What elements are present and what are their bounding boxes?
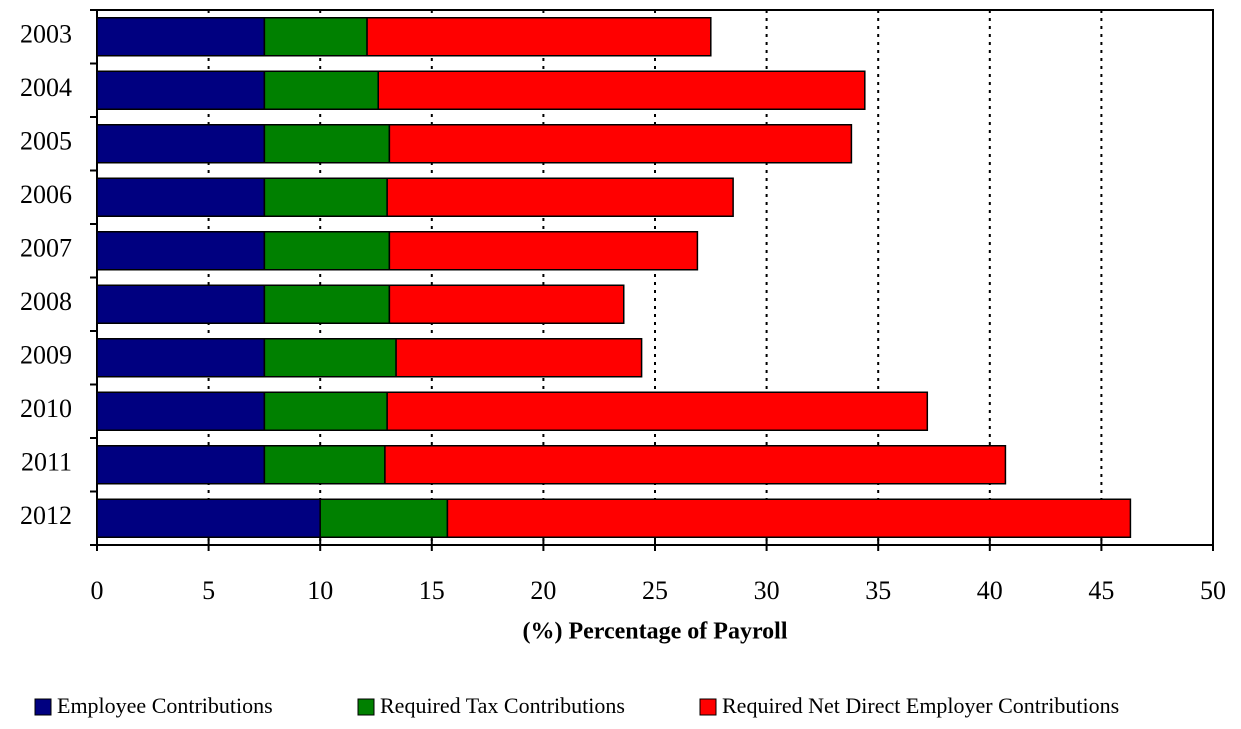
- bar-segment: [96, 338, 266, 378]
- legend-swatch: [357, 698, 375, 716]
- x-tick-label: 35: [865, 576, 891, 605]
- legend-swatch: [699, 698, 717, 716]
- bar-segment: [263, 445, 386, 485]
- bar-segment: [263, 391, 388, 431]
- y-tick-label: 2003: [20, 20, 72, 49]
- x-tick-label: 30: [754, 576, 780, 605]
- x-tick-label: 45: [1088, 576, 1114, 605]
- bar-segment: [366, 17, 712, 57]
- bar-segment: [96, 284, 266, 324]
- bar-segment: [96, 177, 266, 217]
- x-tick-label: 5: [202, 576, 215, 605]
- y-tick-label: 2009: [20, 341, 72, 370]
- y-tick-label: 2004: [20, 73, 72, 102]
- bar-segment: [96, 70, 266, 110]
- legend-label: Required Tax Contributions: [380, 693, 625, 718]
- x-tick-label: 40: [977, 576, 1003, 605]
- bar-segment: [96, 391, 266, 431]
- x-axis-title: (%) Percentage of Payroll: [522, 619, 787, 645]
- bar-segment: [96, 17, 266, 57]
- x-tick-label: 20: [530, 576, 556, 605]
- y-tick-label: 2007: [20, 234, 72, 263]
- legend-label: Employee Contributions: [57, 693, 273, 718]
- x-tick-label: 50: [1200, 576, 1226, 605]
- bar-segment: [388, 231, 699, 271]
- bar-segment: [377, 70, 866, 110]
- x-tick-label: 0: [91, 576, 104, 605]
- bar-segment: [96, 124, 266, 164]
- bar-segment: [388, 284, 625, 324]
- bar-segment: [388, 124, 853, 164]
- bar-segment: [319, 498, 449, 538]
- x-tick-label: 15: [419, 576, 445, 605]
- bar-segment: [395, 338, 643, 378]
- x-tick-label: 10: [307, 576, 333, 605]
- bar-segment: [384, 445, 1007, 485]
- y-tick-label: 2012: [20, 501, 72, 530]
- bar-segment: [263, 284, 391, 324]
- legend-swatch: [34, 698, 52, 716]
- bar-segment: [263, 177, 388, 217]
- y-tick-label: 2005: [20, 127, 72, 156]
- bar-segment: [386, 177, 734, 217]
- bar-segment: [96, 498, 321, 538]
- bar-segment: [263, 17, 368, 57]
- legend-label: Required Net Direct Employer Contributio…: [722, 693, 1119, 718]
- bar-segment: [263, 124, 391, 164]
- y-tick-label: 2011: [21, 448, 72, 477]
- bar-segment: [386, 391, 929, 431]
- bar-segment: [263, 338, 397, 378]
- y-tick-label: 2006: [20, 180, 72, 209]
- x-tick-label: 25: [642, 576, 668, 605]
- bar-segment: [446, 498, 1132, 538]
- bar-segment: [96, 445, 266, 485]
- bar-segment: [263, 70, 379, 110]
- y-tick-label: 2010: [20, 394, 72, 423]
- bar-segment: [96, 231, 266, 271]
- y-tick-label: 2008: [20, 287, 72, 316]
- bar-segment: [263, 231, 391, 271]
